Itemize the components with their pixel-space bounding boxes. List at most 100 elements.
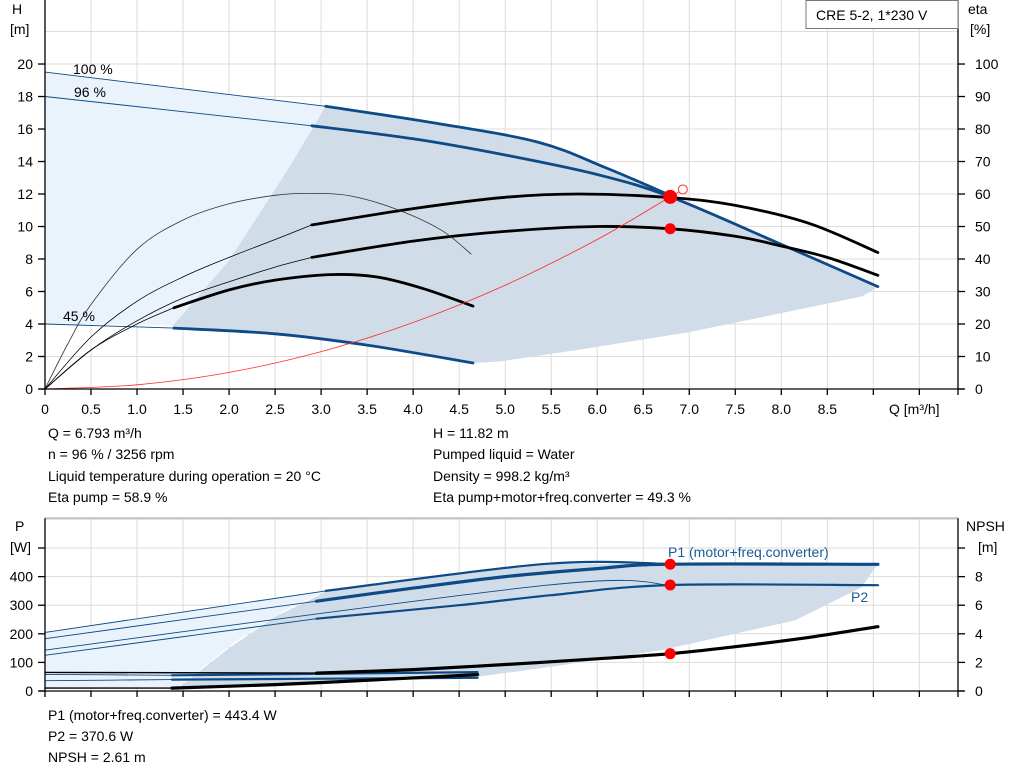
y-tick-label-left: 400 [10,569,34,585]
curve-label-45: 45 % [63,308,95,324]
requested-point-marker [677,184,688,195]
x-tick-label: 6.0 [587,401,607,417]
curve-npsh-45--operating [170,673,480,690]
duty-point-marker [664,648,676,660]
y-tick-label-right: 0 [975,683,983,699]
x-tick-label: 7.0 [680,401,700,417]
readout-flow: Q = 6.793 m³/h [48,425,142,441]
y-tick-label-right: 8 [975,569,983,585]
duty-point-marker [664,223,676,235]
top-curves [44,71,880,390]
y-tick-label-right: 0 [975,381,983,397]
y-tick-label-left: 300 [10,597,34,613]
curve-h-100--operating [324,104,673,197]
duty-point-marker [664,579,676,591]
curve-label-p1: P1 (motor+freq.converter) [668,544,829,560]
model-title-box: CRE 5-2, 1*230 V [805,0,959,29]
y-tick-label-left: 12 [17,186,33,202]
readout-eta-total: Eta pump+motor+freq.converter = 49.3 % [433,489,691,505]
x-tick-label: 1.0 [127,401,147,417]
y-tick-label-left: 0 [25,683,33,699]
curve-p2-96--operating [315,583,879,620]
y-tick-label-right: 100 [975,56,999,72]
readout-head: H = 11.82 m [433,425,509,441]
duty-point-marker [663,189,678,204]
bottom-readout: P1 (motor+freq.converter) = 443.4 W P2 =… [48,707,278,765]
curve-p1-100--extended [44,590,327,633]
y-tick-label-right: 4 [975,626,983,642]
y-tick-label-left: 14 [17,154,33,170]
top-points [663,184,688,235]
x-tick-label: 5.0 [495,401,515,417]
readout-liquid: Pumped liquid = Water [433,446,575,462]
y-tick-label-left: 0 [25,381,33,397]
y-tick-label-left: 2 [25,349,33,365]
curve-p1-45--extended [44,673,173,676]
curve-eta-pump-96--operating [310,192,880,254]
y-tick-label-left: 4 [25,316,33,332]
curve-p2-100--extended [44,579,672,651]
x-tick-label: 1.5 [173,401,193,417]
top-ylabel-right-unit: [%] [970,21,990,37]
curve-h-96--operating [310,124,880,288]
curve-npsh-96--operating [314,625,880,675]
curve-npsh-96--extended [44,671,318,674]
curve-p2-45--extended [44,679,173,682]
y-tick-label-right: 90 [975,89,991,105]
bottom-points [664,558,676,660]
curve-system-curve-extended [44,189,684,390]
x-tick-label: 0.5 [81,401,101,417]
region-operating [172,106,878,364]
y-tick-label-left: 10 [17,219,33,235]
curve-p1-96--operating [314,562,880,603]
readout-p2: P2 = 370.6 W [48,728,134,744]
x-tick-label: 3.0 [311,401,331,417]
y-tick-label-left: 8 [25,251,33,267]
x-tick-label: 3.5 [357,401,377,417]
x-tick-label: 6.5 [634,401,654,417]
bottom-ylabel-right-name: NPSH [966,518,1005,534]
y-tick-label-right: 70 [975,154,991,170]
top-ylabel-left-unit: [m] [10,21,29,37]
top-ylabel-right-name: eta [968,1,988,17]
y-tick-label-left: 20 [17,56,33,72]
curve-h-100--extended [44,71,327,107]
top-regions [45,72,878,364]
curve-p2-45--operating [170,676,479,681]
readout-npsh: NPSH = 2.61 m [48,749,146,765]
bottom-ylabel-left-name: P [15,518,24,534]
readout-density: Density = 998.2 kg/m³ [433,468,570,484]
y-tick-label-right: 80 [975,121,991,137]
curve-label-p2: P2 [851,589,868,605]
x-tick-label: 8.5 [818,401,838,417]
y-tick-label-right: 30 [975,284,991,300]
readout-eta-pump: Eta pump = 58.9 % [48,489,167,505]
y-tick-label-right: 2 [975,654,983,670]
curve-p2-96--extended [44,618,317,656]
curve-h-45--operating [172,326,475,365]
top-axes: 0 0.5 1.0 1.5 2.0 2.5 3.0 3.5 4.0 4.5 5.0 5.5 6.0 6.5… [17,0,999,417]
curve-eta-pump-96--extended [44,224,313,390]
y-tick-label-right: 6 [975,597,983,613]
y-tick-label-right: 40 [975,251,991,267]
top-xlabel: Q [m³/h] [889,401,940,417]
top-readout: Q = 6.793 m³/h n = 96 % / 3256 rpm Liqui… [48,425,691,505]
bottom-ylabel-left-unit: [W] [10,539,31,555]
y-tick-label-right: 60 [975,186,991,202]
x-tick-label: 4.5 [449,401,469,417]
y-tick-label-left: 18 [17,89,33,105]
y-tick-label-left: 16 [17,121,33,137]
curve-eta-45--operating [172,273,475,310]
y-tick-label-right: 10 [975,349,991,365]
duty-point-marker [664,558,676,570]
curve-p1-96--extended [44,600,317,640]
x-tick-label: 7.5 [726,401,746,417]
curve-p1-100--operating [324,560,672,592]
x-tick-label: 5.5 [541,401,561,417]
region-extended [45,72,326,326]
top-ylabel-left-name: H [12,1,22,17]
bottom-axes: 0 100 200 300 400 0 2 4 6 8 [10,517,983,699]
region-operating [178,563,878,688]
readout-speed: n = 96 % / 3256 rpm [48,446,174,462]
